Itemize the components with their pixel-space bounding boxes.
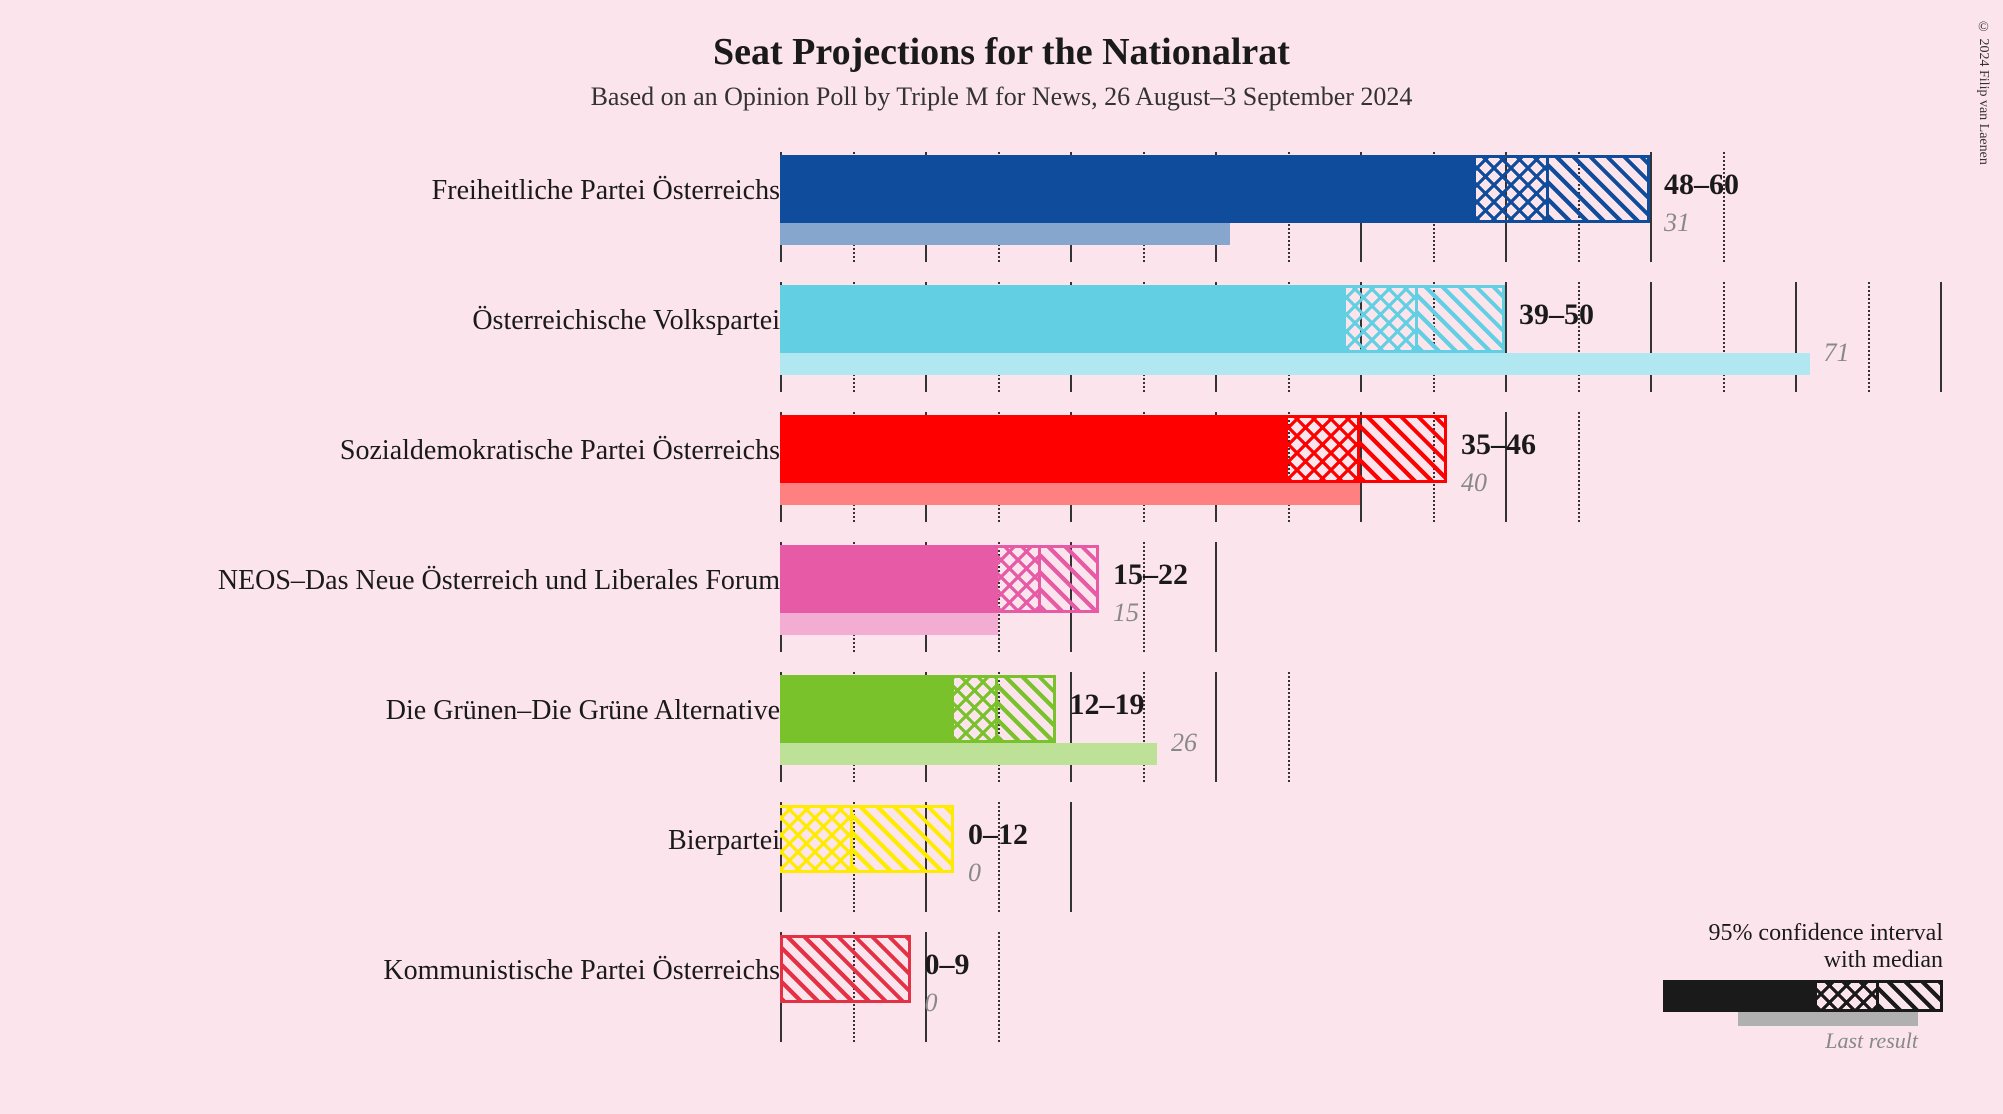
range-label: 12–19 bbox=[1070, 688, 1145, 722]
party-row: NEOS–Das Neue Österreich und Liberales F… bbox=[0, 530, 2003, 660]
legend-line2: with median bbox=[1663, 947, 1943, 974]
last-result-bar bbox=[780, 353, 1810, 375]
bar-segment-solid bbox=[780, 545, 998, 613]
legend-last-label: Last result bbox=[1663, 1028, 1918, 1054]
bar-segment-diagonal bbox=[853, 805, 955, 873]
grid-line bbox=[1795, 282, 1797, 392]
party-row: Österreichische Volkspartei 39–50 71 bbox=[0, 270, 2003, 400]
last-result-label: 26 bbox=[1171, 728, 1197, 758]
party-row: Sozialdemokratische Partei Österreichs 35… bbox=[0, 400, 2003, 530]
range-label: 0–9 bbox=[925, 948, 970, 982]
bar-segment-crosshatch bbox=[1346, 285, 1419, 353]
party-row: Freiheitliche Partei Österreichs 48–60 31 bbox=[0, 140, 2003, 270]
projection-bar bbox=[780, 155, 1650, 223]
grid-line bbox=[1650, 282, 1652, 392]
bar-segment-diagonal bbox=[1360, 415, 1447, 483]
legend-line1: 95% confidence interval bbox=[1663, 920, 1943, 947]
projection-bar bbox=[780, 675, 1056, 743]
projection-bar bbox=[780, 415, 1447, 483]
last-result-label: 71 bbox=[1824, 338, 1850, 368]
grid-line bbox=[1650, 152, 1652, 262]
legend-segment-diagonal bbox=[1879, 980, 1943, 1012]
bar-segment-crosshatch bbox=[780, 805, 853, 873]
legend-last-bar bbox=[1738, 1012, 1918, 1026]
chart-title: Seat Projections for the Nationalrat bbox=[0, 0, 2003, 74]
last-result-bar bbox=[780, 223, 1230, 245]
grid-line bbox=[1215, 672, 1217, 782]
party-label: Bierpartei bbox=[668, 825, 780, 857]
copyright: © 2024 Filip van Laenen bbox=[1975, 20, 1991, 165]
grid-line bbox=[1215, 542, 1217, 652]
grid-line bbox=[1578, 412, 1580, 522]
projection-bar bbox=[780, 545, 1099, 613]
last-result-bar bbox=[780, 613, 998, 635]
bar-segment-crosshatch bbox=[954, 675, 998, 743]
grid-line bbox=[1723, 282, 1725, 392]
bar-segment-crosshatch bbox=[1476, 155, 1549, 223]
party-label: Österreichische Volkspartei bbox=[472, 305, 780, 337]
projection-bar bbox=[780, 805, 954, 873]
range-label: 0–12 bbox=[968, 818, 1028, 852]
party-label: Kommunistische Partei Österreichs bbox=[383, 955, 780, 987]
bar-segment-solid bbox=[780, 415, 1288, 483]
bar-segment-solid bbox=[780, 675, 954, 743]
range-label: 35–46 bbox=[1461, 428, 1536, 462]
projection-bar bbox=[780, 935, 911, 1003]
party-row: Bierpartei 0–12 0 bbox=[0, 790, 2003, 920]
last-result-bar bbox=[780, 743, 1157, 765]
party-label: Die Grünen–Die Grüne Alternative bbox=[386, 695, 780, 727]
grid-line bbox=[1940, 282, 1942, 392]
bar-segment-crosshatch bbox=[1288, 415, 1361, 483]
bar-segment-diagonal bbox=[780, 935, 911, 1003]
party-label: Sozialdemokratische Partei Österreichs bbox=[340, 435, 780, 467]
grid-line bbox=[1070, 802, 1072, 912]
bar-segment-solid bbox=[780, 155, 1476, 223]
bar-segment-diagonal bbox=[1041, 545, 1099, 613]
bar-segment-diagonal bbox=[1418, 285, 1505, 353]
range-label: 48–60 bbox=[1664, 168, 1739, 202]
legend-segment-solid bbox=[1663, 980, 1817, 1012]
projection-bar bbox=[780, 285, 1505, 353]
last-result-label: 15 bbox=[1113, 598, 1139, 628]
range-label: 39–50 bbox=[1519, 298, 1594, 332]
chart-area: Freiheitliche Partei Österreichs 48–60 31 Ö… bbox=[0, 140, 2003, 1050]
bar-segment-diagonal bbox=[1549, 155, 1651, 223]
bar-segment-diagonal bbox=[998, 675, 1056, 743]
grid-line bbox=[1868, 282, 1870, 392]
grid-line bbox=[1288, 672, 1290, 782]
last-result-bar bbox=[780, 483, 1360, 505]
party-label: Freiheitliche Partei Österreichs bbox=[432, 175, 780, 207]
chart-subtitle: Based on an Opinion Poll by Triple M for… bbox=[0, 82, 2003, 112]
legend-segment-crosshatch bbox=[1817, 980, 1879, 1012]
bar-segment-crosshatch bbox=[998, 545, 1042, 613]
last-result-label: 0 bbox=[968, 858, 981, 888]
legend-sample-bar bbox=[1663, 980, 1943, 1012]
last-result-label: 31 bbox=[1664, 208, 1690, 238]
last-result-label: 0 bbox=[925, 988, 938, 1018]
bar-segment-solid bbox=[780, 285, 1346, 353]
party-row: Die Grünen–Die Grüne Alternative 12–19 26 bbox=[0, 660, 2003, 790]
grid-line bbox=[1505, 282, 1507, 392]
grid-line bbox=[998, 932, 1000, 1042]
party-label: NEOS–Das Neue Österreich und Liberales F… bbox=[218, 565, 780, 597]
last-result-label: 40 bbox=[1461, 468, 1487, 498]
legend: 95% confidence interval with median Last… bbox=[1663, 920, 1943, 1054]
range-label: 15–22 bbox=[1113, 558, 1188, 592]
